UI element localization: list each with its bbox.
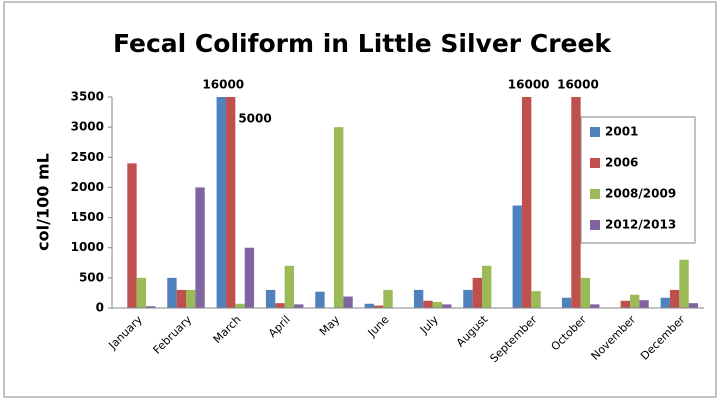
bar: [679, 259, 689, 308]
bar: [571, 97, 581, 308]
legend-label: 2006: [605, 156, 638, 170]
bar: [580, 277, 591, 308]
y-tick-label: 1500: [71, 210, 104, 224]
bar: [167, 277, 177, 308]
bar: [630, 294, 640, 308]
bar: [561, 297, 572, 308]
legend-swatch: [590, 189, 600, 199]
bar: [423, 300, 433, 308]
data-label: 16000: [557, 78, 599, 92]
bar: [364, 303, 374, 308]
bar: [244, 247, 255, 308]
y-tick-label: 0: [96, 301, 104, 315]
bar: [413, 289, 424, 308]
legend-swatch: [590, 127, 600, 137]
bar: [294, 304, 304, 308]
bar: [512, 205, 522, 308]
bar: [195, 187, 205, 308]
bar: [669, 289, 680, 308]
bar: [343, 296, 353, 308]
legend-label: 2008/2009: [605, 187, 676, 201]
bar: [531, 291, 541, 308]
plot-area: [127, 97, 699, 308]
y-tick-label: 3000: [71, 120, 104, 134]
y-tick-label: 3500: [71, 90, 104, 104]
bar: [620, 300, 630, 308]
bar: [127, 163, 137, 308]
bar: [334, 127, 344, 308]
bar: [639, 300, 649, 308]
bar: [186, 289, 196, 308]
y-axis-label: col/100 mL: [34, 153, 53, 251]
bar: [432, 301, 443, 308]
bar: [265, 289, 276, 308]
bar: [590, 304, 600, 308]
y-tick-label: 500: [79, 270, 104, 284]
legend-swatch: [590, 158, 600, 168]
bar: [225, 97, 236, 308]
y-tick-label: 2000: [71, 180, 104, 194]
bar: [284, 265, 295, 308]
bar: [216, 97, 226, 308]
bar: [176, 289, 186, 308]
chart-title: Fecal Coliform in Little Silver Creek: [113, 29, 612, 58]
bar: [315, 291, 325, 308]
legend-label: 2012/2013: [605, 218, 676, 232]
bar: [275, 303, 285, 308]
bar: [373, 305, 384, 308]
bar: [463, 289, 473, 308]
bar: [660, 297, 670, 308]
bar: [383, 289, 393, 308]
bar: [235, 303, 245, 308]
legend-swatch: [590, 220, 600, 230]
y-tick-label: 1000: [71, 240, 104, 254]
data-label: 16000: [202, 78, 244, 92]
bar: [442, 304, 452, 308]
legend-label: 2001: [605, 125, 638, 139]
bar: [136, 277, 147, 308]
data-label: 16000: [508, 78, 550, 92]
bar: [146, 306, 156, 308]
bar: [688, 303, 699, 308]
y-tick-label: 2500: [71, 150, 104, 164]
bar: [482, 265, 492, 308]
bar: [521, 97, 532, 308]
data-label: 5000: [238, 112, 271, 126]
bar: [472, 277, 482, 308]
